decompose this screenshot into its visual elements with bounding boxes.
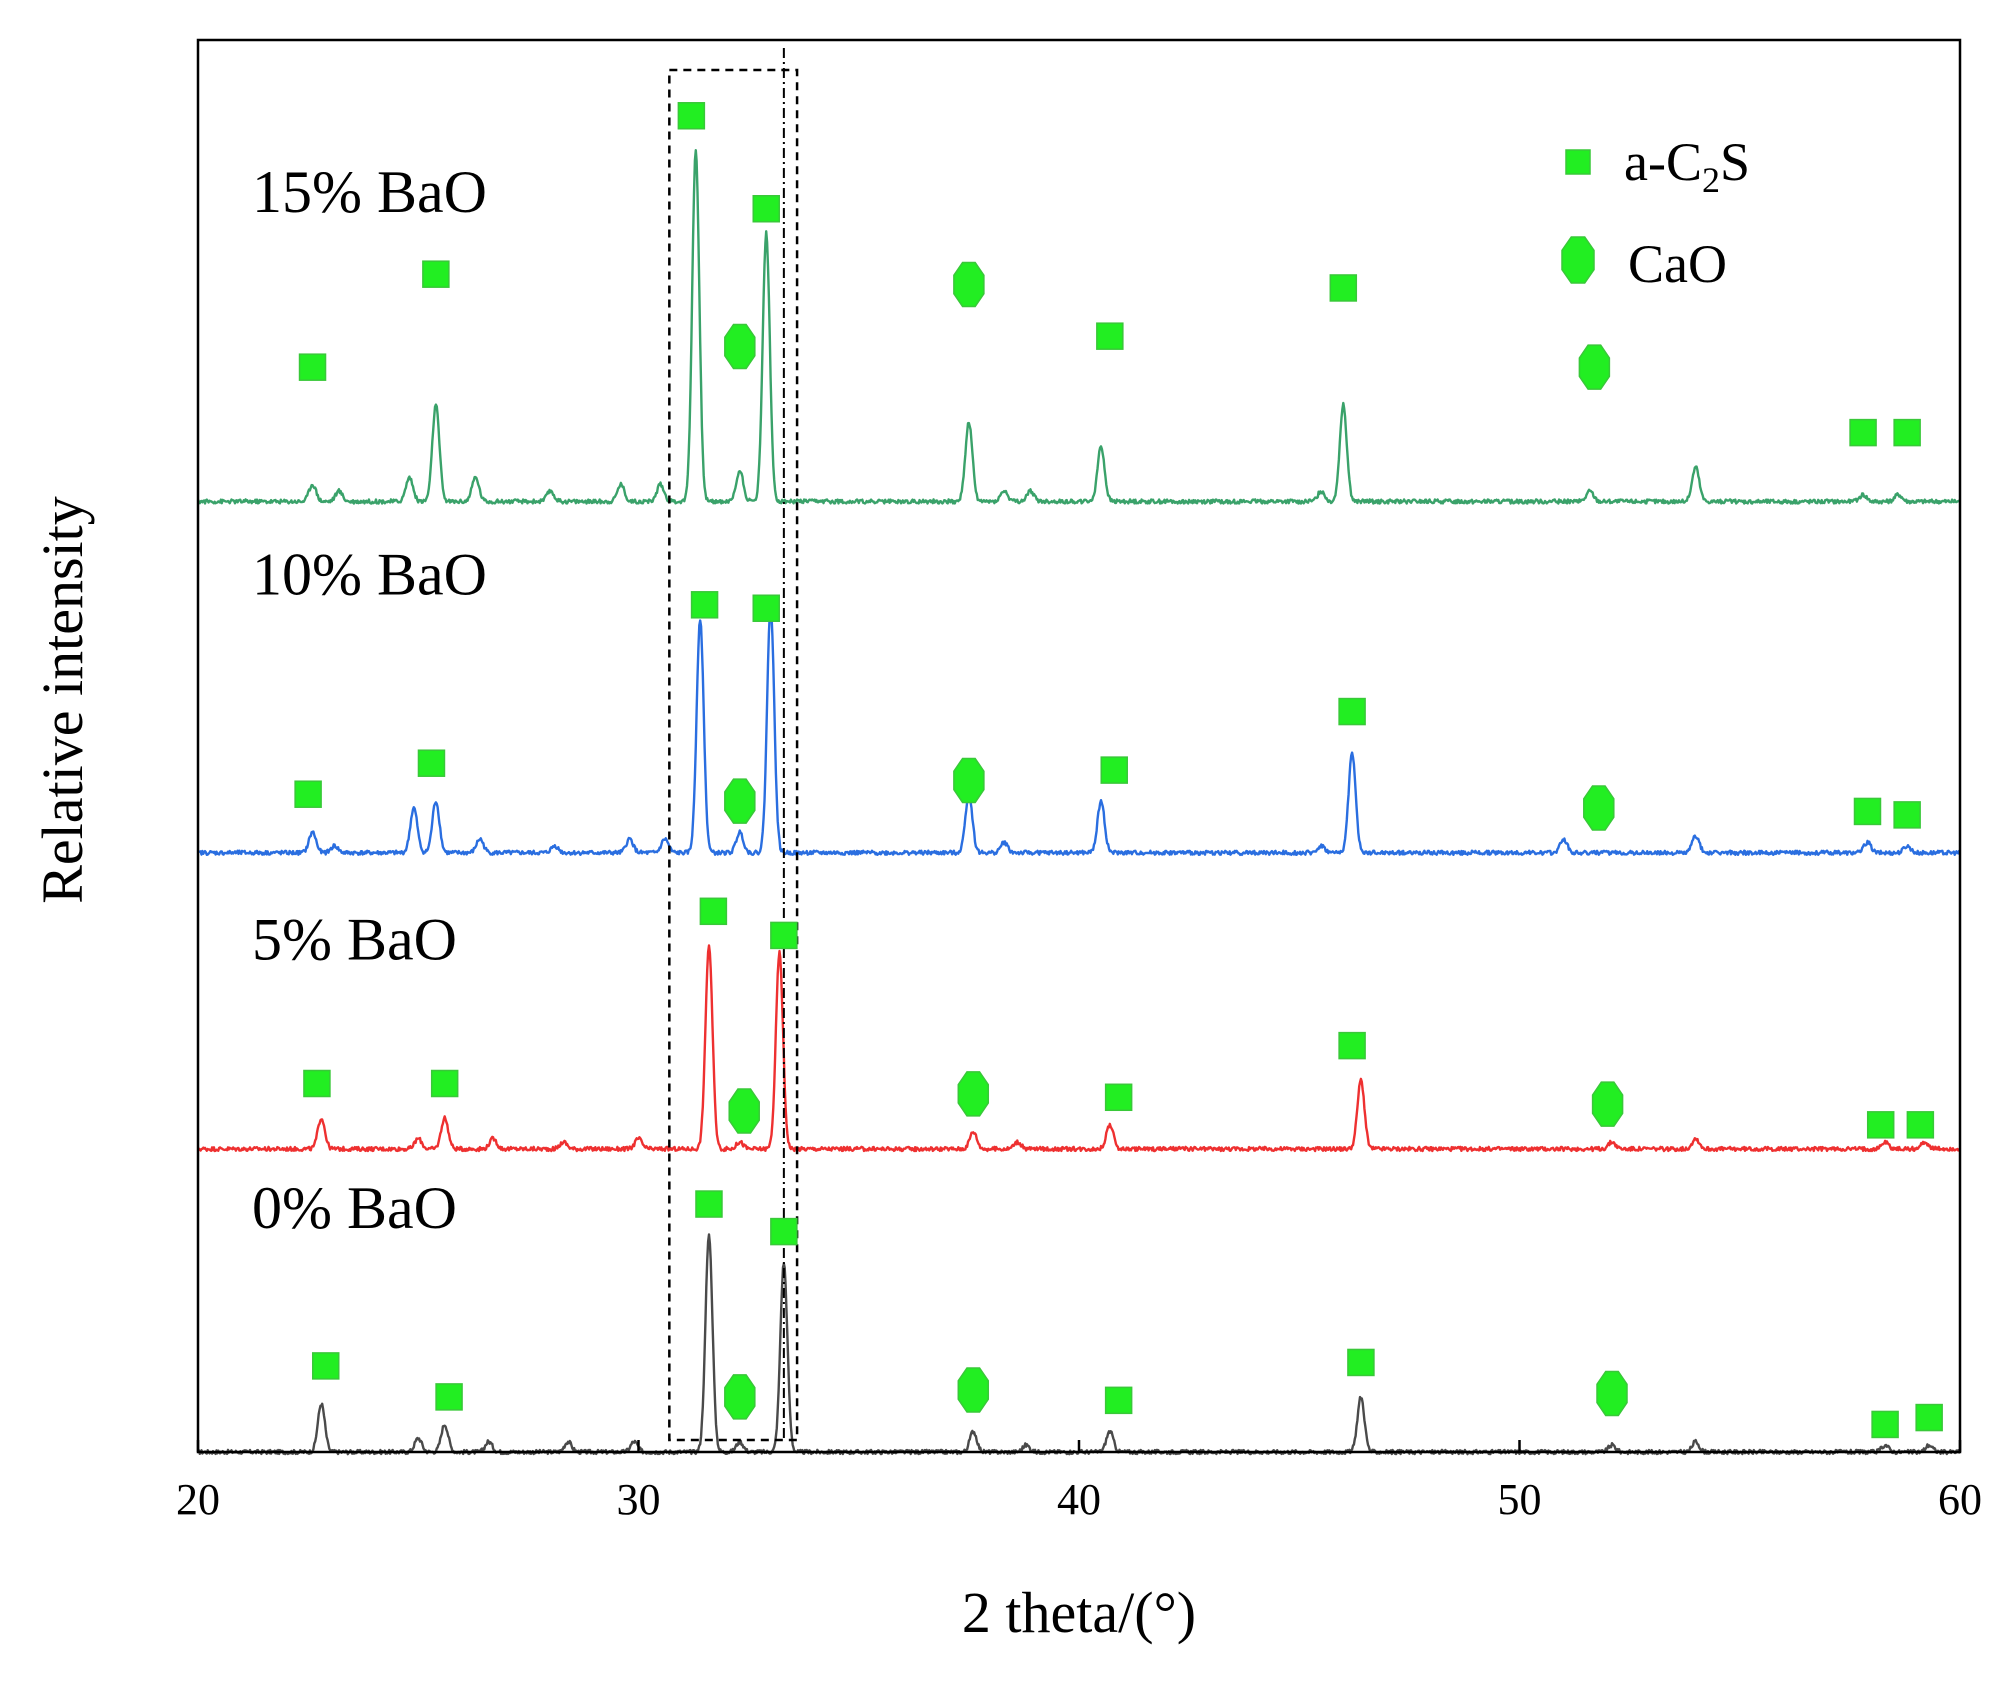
a-c2s-marker: [1100, 756, 1128, 784]
a-c2s-marker: [1853, 797, 1882, 826]
a-c2s-marker: [690, 591, 719, 619]
legend-a-c2s-marker: [1565, 149, 1591, 175]
a-c2s-marker: [677, 102, 706, 130]
a-c2s-marker: [1104, 1386, 1133, 1415]
a-c2s-marker: [417, 749, 446, 777]
cao-marker: [1583, 785, 1615, 831]
cao-marker: [1578, 344, 1611, 390]
series-line-1: [196, 944, 1962, 1153]
series-line-3: [196, 148, 1962, 505]
x-axis: 20 30 40 50 60: [176, 1440, 1982, 1524]
a-c2s-marker: [1104, 1083, 1133, 1112]
cao-marker: [957, 1071, 990, 1117]
a-c2s-marker: [1338, 1031, 1366, 1060]
dashed-box: [668, 68, 799, 1442]
a-c2s-marker: [430, 1069, 459, 1098]
cao-marker: [953, 757, 985, 804]
cao-marker: [728, 1088, 760, 1134]
a-c2s-marker: [752, 594, 780, 622]
legend-label-a-c2s: a-C2S: [1624, 132, 1750, 200]
a-c2s-marker: [1866, 1111, 1895, 1139]
series-labels: 0% BaO 5% BaO 10% BaO 15% BaO: [252, 159, 487, 1241]
a-c2s-marker: [770, 921, 798, 950]
a-c2s-marker: [298, 353, 327, 381]
cao-marker: [1591, 1081, 1624, 1127]
legend: a-C2S CaO: [1561, 132, 1750, 294]
y-axis-label: Relative intensity: [30, 496, 95, 904]
highlight-region: [668, 48, 799, 1442]
a-c2s-marker: [435, 1383, 463, 1411]
a-c2s-marker: [699, 897, 728, 926]
a-c2s-marker: [1347, 1348, 1375, 1377]
legend-label-cao: CaO: [1628, 234, 1727, 294]
x-tick-label: 40: [1057, 1475, 1101, 1524]
a-c2s-marker: [1906, 1111, 1935, 1139]
x-tick-label: 60: [1938, 1475, 1982, 1524]
series-label: 15% BaO: [252, 159, 487, 225]
phase-markers: [294, 102, 1943, 1439]
series-label: 5% BaO: [252, 907, 457, 973]
a-c2s-marker: [303, 1069, 331, 1098]
a-c2s-marker: [752, 195, 780, 223]
series-label: 10% BaO: [252, 541, 487, 607]
a-c2s-marker: [1871, 1410, 1899, 1439]
a-c2s-marker: [422, 260, 450, 288]
a-c2s-marker: [695, 1190, 723, 1218]
a-c2s-marker: [1915, 1403, 1943, 1432]
x-tick-label: 30: [617, 1475, 661, 1524]
a-c2s-marker: [1096, 322, 1124, 350]
a-c2s-marker: [1893, 801, 1921, 829]
x-tick-label: 20: [176, 1475, 220, 1524]
a-c2s-marker: [1849, 418, 1877, 447]
legend-cao-marker: [1561, 236, 1595, 284]
a-c2s-marker: [1338, 697, 1366, 726]
cao-marker: [957, 1367, 990, 1413]
cao-marker: [724, 1374, 756, 1420]
x-tick-label: 50: [1498, 1475, 1542, 1524]
series-label: 0% BaO: [252, 1175, 457, 1241]
series-line-2: [197, 605, 1962, 856]
x-axis-label: 2 theta/(°): [962, 1580, 1196, 1645]
cao-marker: [953, 261, 985, 308]
a-c2s-marker: [1893, 418, 1921, 447]
a-c2s-marker: [1329, 274, 1358, 302]
cao-marker: [724, 323, 756, 370]
a-c2s-marker: [770, 1217, 798, 1246]
a-c2s-marker: [311, 1352, 340, 1380]
cao-marker: [724, 778, 756, 824]
a-c2s-marker: [294, 780, 322, 808]
cao-marker: [1596, 1370, 1628, 1417]
